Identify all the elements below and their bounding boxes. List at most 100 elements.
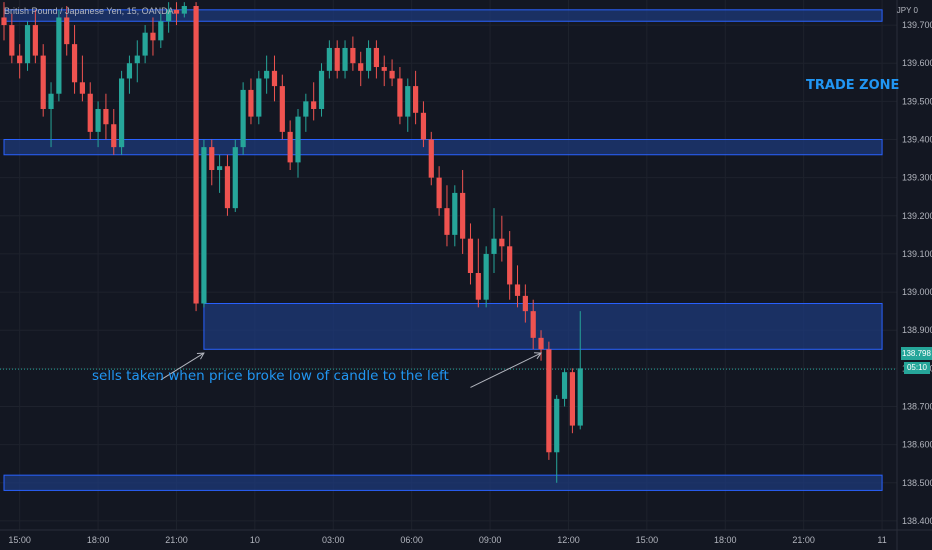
candle <box>142 25 148 64</box>
candle-body <box>256 78 262 117</box>
arrow-shaft <box>160 352 205 381</box>
candle-body <box>514 284 521 296</box>
time-tick-label: 06:00 <box>400 535 423 545</box>
candle <box>134 40 140 83</box>
price-tick-label: 139.500 <box>902 96 932 106</box>
candle <box>271 55 278 102</box>
candle <box>181 2 187 18</box>
candle-body <box>530 311 536 338</box>
candle <box>79 55 85 102</box>
candle <box>224 154 231 216</box>
candle-body <box>507 246 513 285</box>
grid <box>0 0 897 530</box>
candle-body <box>142 32 148 56</box>
candle-body <box>166 9 172 22</box>
candle-body <box>436 177 442 209</box>
candle <box>87 82 93 140</box>
price-tick-label: 139.000 <box>902 287 932 297</box>
zones <box>3 9 883 491</box>
candle <box>405 78 411 132</box>
candle <box>452 185 458 247</box>
price-tick-label: 139.700 <box>902 20 932 30</box>
candle <box>318 63 325 117</box>
candle <box>287 120 293 171</box>
candle <box>436 166 442 216</box>
time-tick-label: 10 <box>250 535 260 545</box>
candle-body <box>279 86 285 132</box>
price-tick-label: 139.400 <box>902 135 932 145</box>
candle <box>158 13 164 48</box>
candle <box>373 40 379 79</box>
price-tick-label: 139.600 <box>902 58 932 68</box>
candle <box>17 44 23 79</box>
candle-body <box>538 337 544 350</box>
candle <box>201 139 207 308</box>
candle <box>428 131 434 186</box>
time-tick-label: 09:00 <box>479 535 502 545</box>
candle <box>9 13 15 64</box>
candle <box>95 101 101 148</box>
candle-body <box>569 372 575 426</box>
candle-body <box>522 295 528 312</box>
candle-body <box>79 82 85 94</box>
time-tick-label: 21:00 <box>165 535 188 545</box>
symbol-title: British Pound / Japanese Yen, 15, OANDA <box>4 6 174 16</box>
candle-body <box>358 63 364 71</box>
time-tick-label: 12:00 <box>557 535 580 545</box>
candle-body <box>295 116 301 163</box>
candle <box>126 55 133 94</box>
candle <box>248 78 254 125</box>
candle-body <box>342 47 348 71</box>
price-tick-label: 139.100 <box>902 249 932 259</box>
candle <box>358 51 364 87</box>
candle-body <box>405 86 411 117</box>
candle-body <box>126 63 133 79</box>
candle-body <box>577 368 583 426</box>
sells-annotation: sells taken when price broke low of cand… <box>92 368 449 384</box>
candle-body <box>460 192 466 239</box>
candle-body <box>95 108 101 132</box>
candle <box>71 25 78 94</box>
time-tick-label: 21:00 <box>792 535 815 545</box>
candle <box>326 40 332 79</box>
candle-body <box>64 17 70 45</box>
candle <box>103 93 109 140</box>
candle-body <box>483 253 489 300</box>
currency-label: JPY 0 <box>896 6 918 15</box>
candle-body <box>271 70 278 87</box>
candle-body <box>193 6 199 304</box>
candle-body <box>56 17 62 94</box>
candle <box>24 21 31 71</box>
candle <box>460 170 466 254</box>
time-tick-label: 03:00 <box>322 535 345 545</box>
candle-body <box>1 17 7 26</box>
time-tick-label: 18:00 <box>714 535 737 545</box>
candle-body <box>87 93 93 132</box>
candle-body <box>134 55 140 64</box>
candle-body <box>232 147 238 209</box>
candle-body <box>9 25 15 56</box>
candle <box>209 139 215 186</box>
candle <box>311 82 317 121</box>
annotation-arrow <box>470 352 542 388</box>
candle <box>173 2 180 26</box>
candle-body <box>373 47 379 68</box>
candle-body <box>209 147 215 171</box>
candle <box>48 82 54 148</box>
candle <box>444 185 450 247</box>
time-tick-label: 15:00 <box>636 535 659 545</box>
arrows <box>160 352 542 388</box>
candle-body <box>181 6 187 14</box>
candle <box>240 82 246 155</box>
candle-body <box>111 124 117 148</box>
candle <box>475 238 481 308</box>
candle <box>150 17 156 56</box>
candle-body <box>381 67 387 71</box>
candle-body <box>201 147 207 304</box>
candle-body <box>303 101 309 117</box>
candle-body <box>452 192 458 235</box>
candle-body <box>158 21 164 41</box>
